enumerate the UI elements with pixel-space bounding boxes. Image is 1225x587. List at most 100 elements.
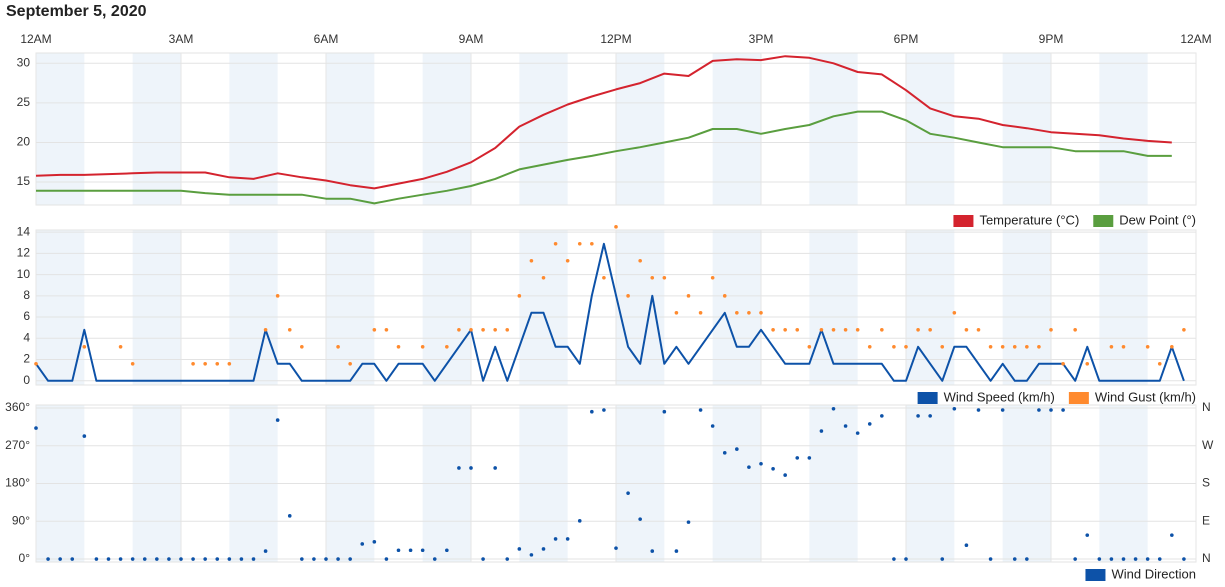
series-point bbox=[916, 414, 920, 418]
series-point bbox=[541, 547, 546, 551]
series-point bbox=[275, 294, 280, 298]
series-point bbox=[783, 473, 787, 477]
hour-band bbox=[906, 53, 955, 205]
series-point bbox=[505, 327, 510, 332]
series-point bbox=[445, 548, 449, 553]
x-tick-label: 12AM bbox=[20, 32, 51, 46]
series-point bbox=[142, 557, 147, 561]
series-point bbox=[493, 466, 497, 470]
series-point bbox=[541, 275, 546, 280]
series-point bbox=[324, 557, 328, 561]
series-point bbox=[807, 344, 812, 349]
series-point bbox=[662, 409, 667, 414]
series-point bbox=[807, 456, 812, 460]
series-point bbox=[529, 553, 534, 557]
series-point bbox=[46, 557, 50, 561]
series-point bbox=[445, 344, 449, 349]
y-tick-label: 10 bbox=[17, 267, 31, 281]
series-point bbox=[795, 327, 800, 332]
series-point bbox=[1073, 327, 1077, 332]
series-point bbox=[904, 557, 908, 561]
hour-band bbox=[1099, 53, 1148, 205]
series-point bbox=[662, 275, 667, 280]
y-tick-label: 360° bbox=[5, 400, 30, 414]
series-point bbox=[505, 557, 510, 561]
series-point bbox=[348, 557, 352, 561]
hour-band bbox=[36, 53, 85, 205]
y2-tick-label: N bbox=[1202, 551, 1211, 565]
series-point bbox=[867, 422, 872, 426]
series-point bbox=[420, 548, 425, 553]
series-point bbox=[735, 447, 739, 451]
series-point bbox=[275, 418, 280, 422]
y-tick-label: 2 bbox=[23, 352, 30, 366]
series-point bbox=[82, 434, 87, 438]
series-point bbox=[759, 311, 763, 315]
series-point bbox=[227, 557, 232, 561]
y-tick-label: 180° bbox=[5, 476, 30, 490]
series-line bbox=[35, 55, 1172, 190]
series-point bbox=[239, 557, 244, 561]
series-point bbox=[1182, 557, 1186, 561]
series-point bbox=[771, 467, 775, 471]
series-point bbox=[263, 327, 268, 332]
series-point bbox=[481, 557, 485, 561]
series-point bbox=[783, 327, 787, 332]
series-point bbox=[795, 456, 800, 460]
series-point bbox=[626, 491, 630, 495]
x-tick-label: 12PM bbox=[600, 32, 631, 46]
series-point bbox=[481, 327, 485, 332]
series-point bbox=[420, 344, 425, 349]
series-point bbox=[735, 311, 739, 315]
series-point bbox=[831, 327, 836, 332]
y2-tick-label: W bbox=[1202, 438, 1214, 452]
series-point bbox=[940, 557, 945, 561]
series-point bbox=[747, 311, 751, 315]
series-point bbox=[952, 406, 957, 411]
series-point bbox=[650, 549, 655, 553]
series-point bbox=[855, 431, 860, 435]
series-point bbox=[904, 344, 908, 349]
series-line bbox=[35, 242, 1185, 382]
series-point bbox=[167, 557, 171, 561]
y-tick-label: 4 bbox=[23, 330, 30, 344]
hour-band bbox=[326, 53, 375, 205]
legend-swatch bbox=[953, 215, 974, 227]
series-point bbox=[577, 242, 582, 246]
y2-tick-label: N bbox=[1202, 400, 1211, 414]
series-point bbox=[698, 408, 703, 412]
series-point bbox=[686, 520, 691, 524]
hour-band bbox=[616, 53, 665, 205]
series-point bbox=[215, 361, 220, 366]
series-point bbox=[191, 361, 195, 366]
series-point bbox=[710, 275, 715, 280]
series-point bbox=[1012, 557, 1017, 561]
series-point bbox=[1085, 361, 1090, 366]
series-point bbox=[203, 361, 207, 366]
series-point bbox=[70, 557, 75, 561]
series-point bbox=[892, 344, 896, 349]
series-point bbox=[940, 344, 945, 349]
series-point bbox=[614, 225, 618, 229]
series-point bbox=[348, 361, 352, 366]
series-point bbox=[843, 327, 848, 332]
series-point bbox=[372, 327, 377, 332]
series-point bbox=[1049, 327, 1053, 332]
series-point bbox=[1182, 327, 1186, 332]
series-point bbox=[408, 548, 413, 553]
series-point bbox=[469, 327, 473, 332]
series-point bbox=[674, 549, 679, 553]
series-point bbox=[565, 537, 570, 541]
series-point bbox=[1109, 557, 1114, 561]
series-point bbox=[831, 406, 836, 411]
series-point bbox=[1121, 557, 1126, 561]
y-tick-label: 12 bbox=[17, 246, 31, 260]
series-point bbox=[34, 361, 38, 366]
series-point bbox=[432, 557, 437, 561]
series-point bbox=[1109, 344, 1114, 349]
series-point bbox=[118, 557, 123, 561]
series-point bbox=[553, 242, 558, 246]
series-point bbox=[469, 466, 473, 470]
series-point bbox=[855, 327, 860, 332]
series-point bbox=[565, 258, 570, 263]
